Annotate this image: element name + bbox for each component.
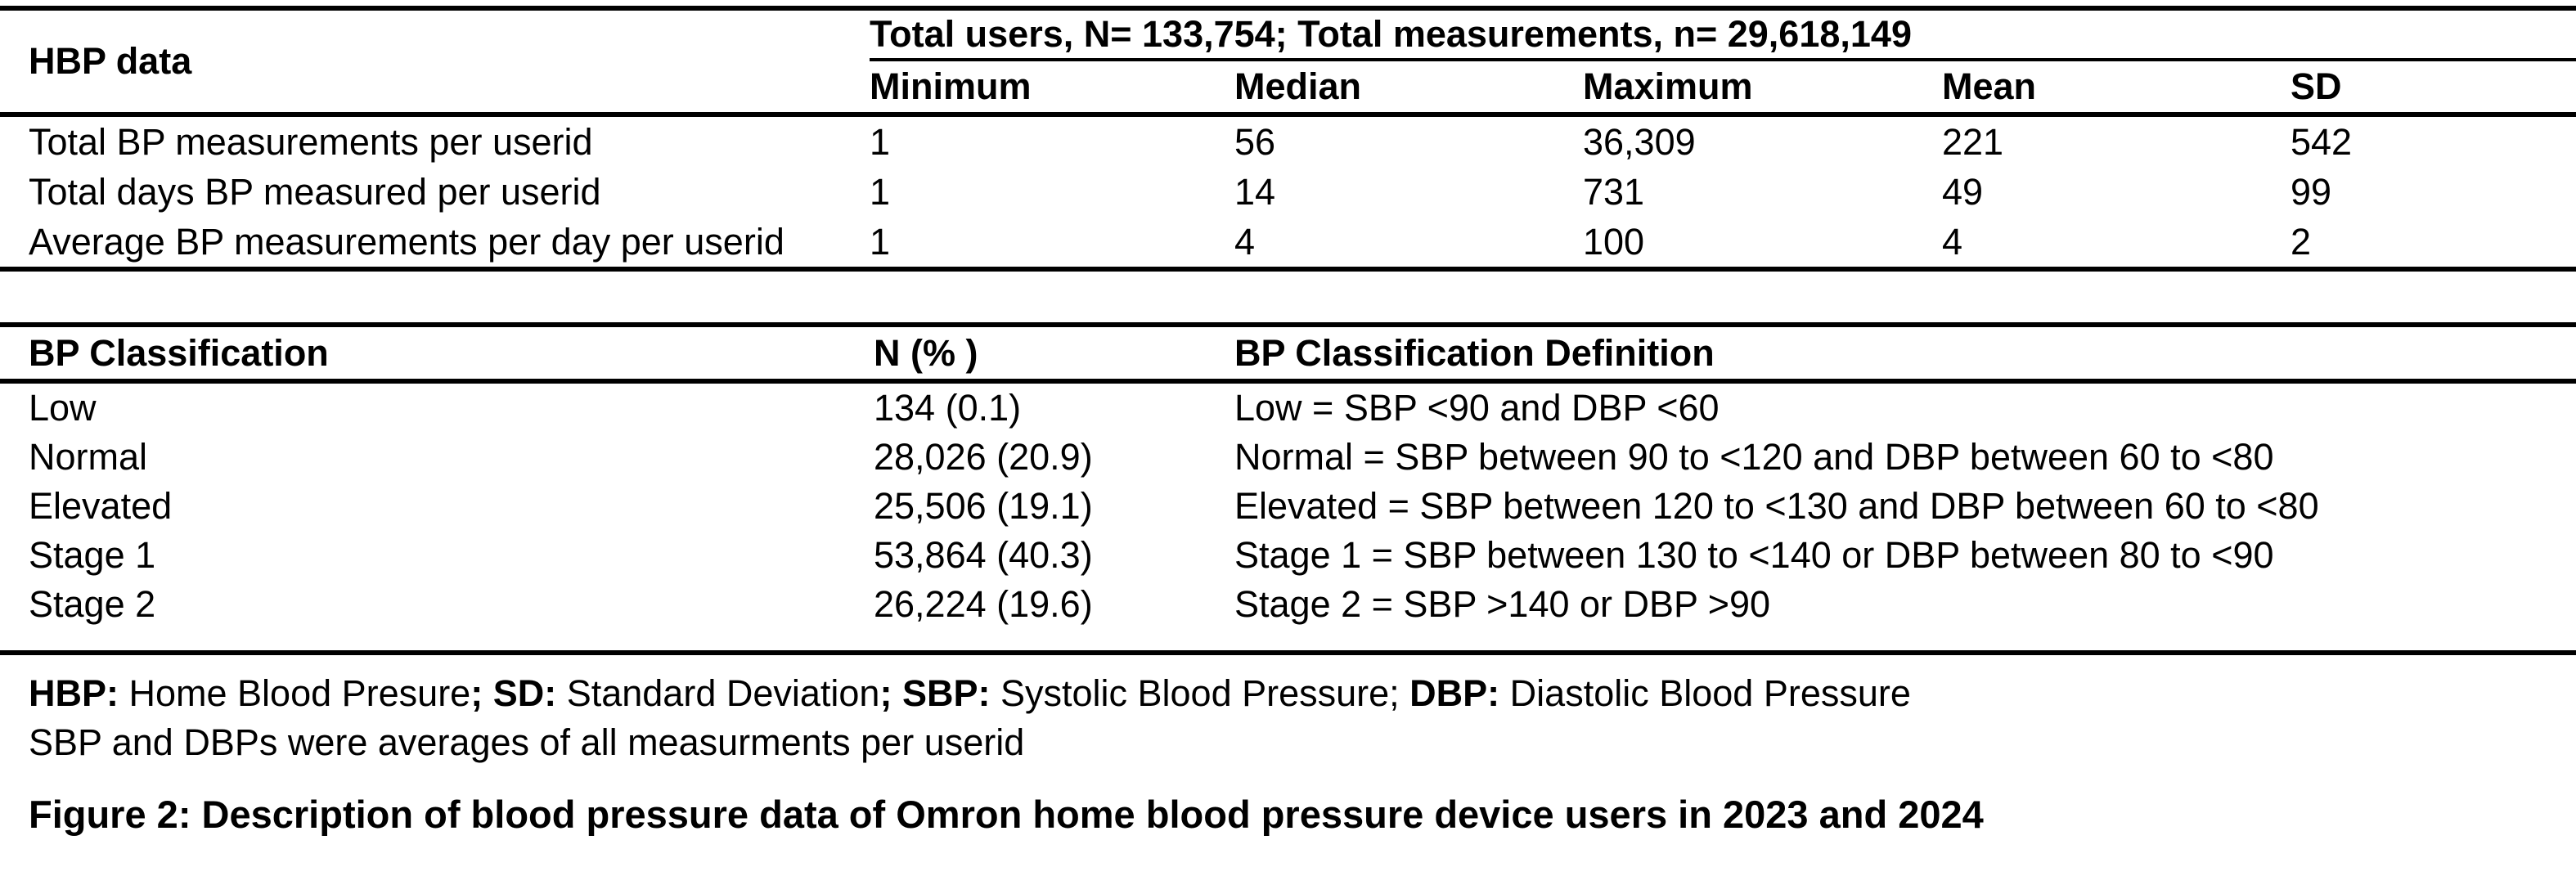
cell-n-pct: 26,224 (19.6) <box>874 583 1093 625</box>
cell-sd: 99 <box>2291 170 2332 213</box>
table1-span-header: Total users, N= 133,754; Total measureme… <box>870 13 1912 55</box>
hbp-abbr: HBP: <box>29 672 119 714</box>
classification-label: Stage 2 <box>29 583 156 625</box>
table1-header: HBP data Total users, N= 133,754; Total … <box>0 11 2576 112</box>
abbreviations-line: HBP: Home Blood Presure; SD: Standard De… <box>29 669 1911 718</box>
column-header-maximum: Maximum <box>1583 65 1753 107</box>
table2-column-headers: BP Classification N (% ) BP Classificati… <box>0 327 2576 379</box>
cell-median: 14 <box>1234 170 1276 213</box>
table-row: Stage 1 53,864 (40.3) Stage 1 = SBP betw… <box>0 531 2576 580</box>
cell-median: 56 <box>1234 120 1276 163</box>
sd-definition: Standard Deviation <box>556 672 880 714</box>
table1-top-border <box>0 6 2576 11</box>
cell-minimum: 1 <box>870 120 891 163</box>
cell-n-pct: 134 (0.1) <box>874 387 1022 429</box>
cell-maximum: 36,309 <box>1583 120 1696 163</box>
column-header-bp-classification: BP Classification <box>29 331 329 374</box>
table1-corner-label: HBP data <box>29 40 192 82</box>
table-row: Average BP measurements per day per user… <box>0 217 2576 267</box>
table1-header-border <box>0 112 2576 117</box>
table2-bottom-border <box>0 650 2576 655</box>
dbp-abbr: DBP: <box>1409 672 1500 714</box>
dbp-definition: Diastolic Blood Pressure <box>1499 672 1911 714</box>
column-header-n-pct: N (% ) <box>874 331 978 374</box>
classification-label: Low <box>29 387 97 429</box>
cell-minimum: 1 <box>870 170 891 213</box>
table-row: Normal 28,026 (20.9) Normal = SBP betwee… <box>0 433 2576 482</box>
cell-definition: Normal = SBP between 90 to <120 and DBP … <box>1234 436 2274 478</box>
table-footnotes: HBP: Home Blood Presure; SD: Standard De… <box>29 669 1911 767</box>
row-label: Total BP measurements per userid <box>29 120 593 163</box>
cell-definition: Stage 1 = SBP between 130 to <140 or DBP… <box>1234 534 2274 576</box>
cell-n-pct: 25,506 (19.1) <box>874 485 1093 527</box>
cell-mean: 4 <box>1942 220 1963 263</box>
row-label: Total days BP measured per userid <box>29 170 601 213</box>
table-row: Total days BP measured per userid 1 14 7… <box>0 167 2576 217</box>
column-header-minimum: Minimum <box>870 65 1032 107</box>
cell-n-pct: 28,026 (20.9) <box>874 436 1093 478</box>
sd-abbr: ; SD: <box>470 672 557 714</box>
classification-label: Elevated <box>29 485 173 527</box>
table-row: Stage 2 26,224 (19.6) Stage 2 = SBP >140… <box>0 580 2576 629</box>
table2-top-border <box>0 322 2576 327</box>
table2-header-border <box>0 379 2576 384</box>
table-row: Total BP measurements per userid 1 56 36… <box>0 117 2576 167</box>
classification-label: Stage 1 <box>29 534 156 576</box>
table1-bottom-border <box>0 267 2576 272</box>
cell-definition: Stage 2 = SBP >140 or DBP >90 <box>1234 583 1771 625</box>
cell-definition: Low = SBP <90 and DBP <60 <box>1234 387 1720 429</box>
row-label: Average BP measurements per day per user… <box>29 220 784 263</box>
column-header-definition: BP Classification Definition <box>1234 331 1715 374</box>
cell-sd: 2 <box>2291 220 2312 263</box>
classification-label: Normal <box>29 436 148 478</box>
cell-mean: 49 <box>1942 170 1984 213</box>
hbp-data-table: HBP data Total users, N= 133,754; Total … <box>0 6 2576 272</box>
table2-body: Low 134 (0.1) Low = SBP <90 and DBP <60 … <box>0 384 2576 650</box>
column-header-mean: Mean <box>1942 65 2037 107</box>
sbp-abbr: ; SBP: <box>879 672 991 714</box>
table-row: Elevated 25,506 (19.1) Elevated = SBP be… <box>0 482 2576 531</box>
hbp-definition: Home Blood Presure <box>119 672 471 714</box>
cell-maximum: 731 <box>1583 170 1645 213</box>
cell-maximum: 100 <box>1583 220 1645 263</box>
table1-column-headers: Minimum Median Maximum Mean SD <box>870 61 2576 112</box>
averages-note-line: SBP and DBPs were averages of all measur… <box>29 721 1025 763</box>
sbp-definition: Systolic Blood Pressure; <box>990 672 1410 714</box>
figure-caption: Figure 2: Description of blood pressure … <box>29 793 1984 836</box>
cell-n-pct: 53,864 (40.3) <box>874 534 1093 576</box>
table-row: Low 134 (0.1) Low = SBP <90 and DBP <60 <box>0 384 2576 433</box>
cell-sd: 542 <box>2291 120 2353 163</box>
table1-span-header-underline <box>870 58 2576 61</box>
cell-mean: 221 <box>1942 120 2004 163</box>
bp-classification-table: BP Classification N (% ) BP Classificati… <box>0 322 2576 655</box>
column-header-median: Median <box>1234 65 1362 107</box>
cell-minimum: 1 <box>870 220 891 263</box>
cell-median: 4 <box>1234 220 1256 263</box>
table1-span-region: Total users, N= 133,754; Total measureme… <box>870 11 2576 112</box>
cell-definition: Elevated = SBP between 120 to <130 and D… <box>1234 485 2319 527</box>
column-header-sd: SD <box>2291 65 2342 107</box>
